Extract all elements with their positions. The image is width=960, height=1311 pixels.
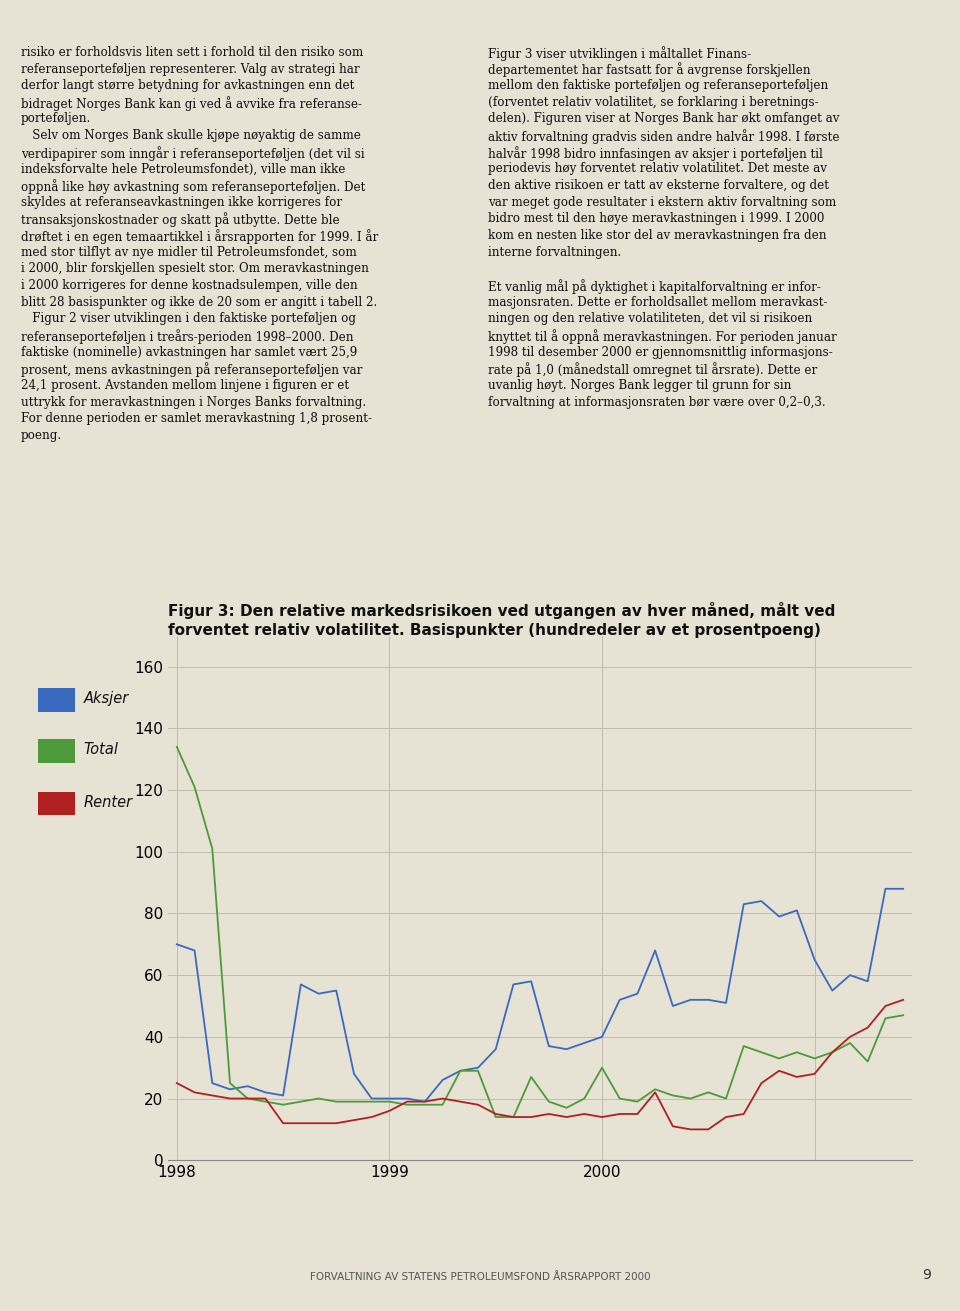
Text: risiko er forholdsvis liten sett i forhold til den risiko som: risiko er forholdsvis liten sett i forho… — [21, 46, 364, 59]
Text: Total: Total — [84, 742, 118, 758]
Text: referanseporteføljen i treårs-perioden 1998–2000. Den: referanseporteføljen i treårs-perioden 1… — [21, 329, 353, 343]
Text: departementet har fastsatt for å avgrense forskjellen: departementet har fastsatt for å avgrens… — [488, 63, 810, 77]
Text: verdipapirer som inngår i referanseporteføljen (det vil si: verdipapirer som inngår i referanseporte… — [21, 146, 365, 161]
Text: Et vanlig mål på dyktighet i kapitalforvaltning er infor-: Et vanlig mål på dyktighet i kapitalforv… — [488, 279, 821, 294]
Text: mellom den faktiske porteføljen og referanseporteføljen: mellom den faktiske porteføljen og refer… — [488, 79, 828, 92]
Text: kom en nesten like stor del av meravkastningen fra den: kom en nesten like stor del av meravkast… — [488, 229, 827, 243]
Text: knyttet til å oppnå meravkastningen. For perioden januar: knyttet til å oppnå meravkastningen. For… — [488, 329, 836, 343]
Text: Figur 3 viser utviklingen i måltallet Finans-: Figur 3 viser utviklingen i måltallet Fi… — [488, 46, 751, 60]
Text: bidraget Norges Bank kan gi ved å avvike fra referanse-: bidraget Norges Bank kan gi ved å avvike… — [21, 96, 362, 110]
Text: skyldes at referanseavkastningen ikke korrigeres for: skyldes at referanseavkastningen ikke ko… — [21, 195, 343, 208]
Text: 9: 9 — [923, 1268, 931, 1282]
Text: 24,1 prosent. Avstanden mellom linjene i figuren er et: 24,1 prosent. Avstanden mellom linjene i… — [21, 379, 349, 392]
Text: var meget gode resultater i ekstern aktiv forvaltning som: var meget gode resultater i ekstern akti… — [488, 195, 836, 208]
Text: rate på 1,0 (månedstall omregnet til årsrate). Dette er: rate på 1,0 (månedstall omregnet til års… — [488, 362, 817, 378]
Text: derfor langt større betydning for avkastningen enn det: derfor langt større betydning for avkast… — [21, 79, 354, 92]
Text: den aktive risikoen er tatt av eksterne forvaltere, og det: den aktive risikoen er tatt av eksterne … — [488, 180, 828, 193]
Text: transaksjonskostnader og skatt på utbytte. Dette ble: transaksjonskostnader og skatt på utbytt… — [21, 212, 340, 227]
Text: referanseporteføljen representerer. Valg av strategi har: referanseporteføljen representerer. Valg… — [21, 63, 360, 76]
Text: halvår 1998 bidro innfasingen av aksjer i porteføljen til: halvår 1998 bidro innfasingen av aksjer … — [488, 146, 823, 161]
Text: FORVALTNING AV STATENS PETROLEUMSFOND ÅRSRAPPORT 2000: FORVALTNING AV STATENS PETROLEUMSFOND ÅR… — [310, 1272, 650, 1282]
Text: i 2000, blir forskjellen spesielt stor. Om meravkastningen: i 2000, blir forskjellen spesielt stor. … — [21, 262, 369, 275]
Text: uttrykk for meravkastningen i Norges Banks forvaltning.: uttrykk for meravkastningen i Norges Ban… — [21, 396, 367, 409]
Text: forventet relativ volatilitet. Basispunkter (hundredeler av et prosentpoeng): forventet relativ volatilitet. Basispunk… — [168, 624, 821, 638]
Text: Selv om Norges Bank skulle kjøpe nøyaktig de samme: Selv om Norges Bank skulle kjøpe nøyakti… — [21, 130, 361, 142]
Text: i 2000 korrigeres for denne kostnadsulempen, ville den: i 2000 korrigeres for denne kostnadsulem… — [21, 279, 358, 292]
Text: prosent, mens avkastningen på referanseporteføljen var: prosent, mens avkastningen på referansep… — [21, 362, 363, 378]
Text: indeksforvalte hele Petroleumsfondet), ville man ikke: indeksforvalte hele Petroleumsfondet), v… — [21, 163, 346, 176]
Text: porteføljen.: porteføljen. — [21, 113, 91, 126]
Text: ningen og den relative volatiliteten, det vil si risikoen: ningen og den relative volatiliteten, de… — [488, 312, 812, 325]
Text: delen). Figuren viser at Norges Bank har økt omfanget av: delen). Figuren viser at Norges Bank har… — [488, 113, 839, 126]
Text: bidro mest til den høye meravkastningen i 1999. I 2000: bidro mest til den høye meravkastningen … — [488, 212, 824, 225]
Text: uvanlig høyt. Norges Bank legger til grunn for sin: uvanlig høyt. Norges Bank legger til gru… — [488, 379, 791, 392]
Text: aktiv forvaltning gradvis siden andre halvår 1998. I første: aktiv forvaltning gradvis siden andre ha… — [488, 130, 839, 144]
Text: drøftet i en egen temaartikkel i årsrapporten for 1999. I år: drøftet i en egen temaartikkel i årsrapp… — [21, 229, 378, 244]
Text: masjonsraten. Dette er forholdsallet mellom meravkast-: masjonsraten. Dette er forholdsallet mel… — [488, 296, 828, 308]
Text: Renter: Renter — [84, 794, 132, 810]
Text: forvaltning at informasjonsraten bør være over 0,2–0,3.: forvaltning at informasjonsraten bør vær… — [488, 396, 826, 409]
Text: poeng.: poeng. — [21, 429, 62, 442]
Text: For denne perioden er samlet meravkastning 1,8 prosent-: For denne perioden er samlet meravkastni… — [21, 412, 372, 425]
Text: blitt 28 basispunkter og ikke de 20 som er angitt i tabell 2.: blitt 28 basispunkter og ikke de 20 som … — [21, 296, 377, 308]
Text: Figur 2 viser utviklingen i den faktiske porteføljen og: Figur 2 viser utviklingen i den faktiske… — [21, 312, 356, 325]
Text: oppnå like høy avkastning som referanseporteføljen. Det: oppnå like høy avkastning som referansep… — [21, 180, 366, 194]
Text: (forventet relativ volatilitet, se forklaring i beretnings-: (forventet relativ volatilitet, se forkl… — [488, 96, 818, 109]
Text: Figur 3: Den relative markedsrisikoen ved utgangen av hver måned, målt ved: Figur 3: Den relative markedsrisikoen ve… — [168, 602, 835, 619]
Text: med stor tilflyt av nye midler til Petroleumsfondet, som: med stor tilflyt av nye midler til Petro… — [21, 245, 357, 258]
Text: interne forvaltningen.: interne forvaltningen. — [488, 245, 621, 258]
Text: 1998 til desember 2000 er gjennomsnittlig informasjons-: 1998 til desember 2000 er gjennomsnittli… — [488, 346, 832, 359]
Text: faktiske (nominelle) avkastningen har samlet vært 25,9: faktiske (nominelle) avkastningen har sa… — [21, 346, 357, 359]
Text: periodevis høy forventet relativ volatilitet. Det meste av: periodevis høy forventet relativ volatil… — [488, 163, 827, 176]
Text: Aksjer: Aksjer — [84, 691, 129, 707]
